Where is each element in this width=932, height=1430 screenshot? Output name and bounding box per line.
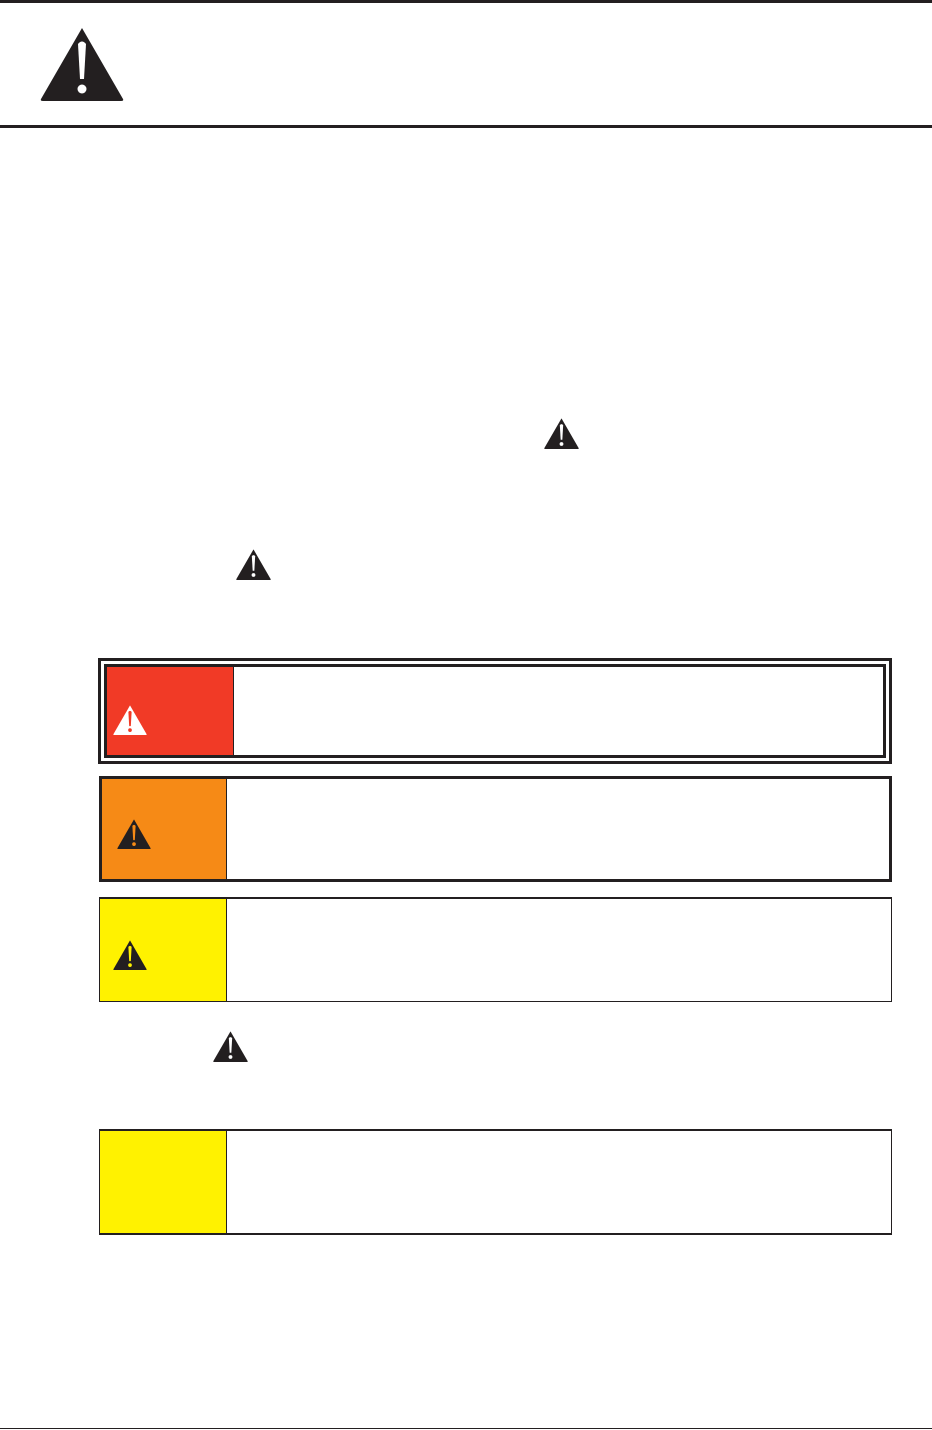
caution-color-panel (100, 899, 227, 1001)
warning-color-panel (102, 779, 227, 879)
warning-triangle-icon (112, 705, 148, 735)
warning-signal-box (99, 776, 892, 882)
warning-triangle-icon (40, 27, 124, 101)
header-rule (0, 125, 932, 128)
notice-color-panel (100, 1131, 227, 1233)
danger-color-panel (107, 667, 234, 755)
top-rule (0, 0, 932, 3)
warning-triangle-icon (235, 549, 272, 580)
footer-rule (0, 1428, 932, 1429)
warning-triangle-icon (212, 1031, 249, 1062)
danger-signal-box (98, 658, 892, 764)
warning-triangle-icon (543, 418, 580, 449)
warning-triangle-icon (116, 819, 152, 849)
warning-triangle-icon (112, 940, 148, 970)
caution-signal-box (99, 897, 892, 1002)
notice-signal-box (99, 1129, 892, 1235)
